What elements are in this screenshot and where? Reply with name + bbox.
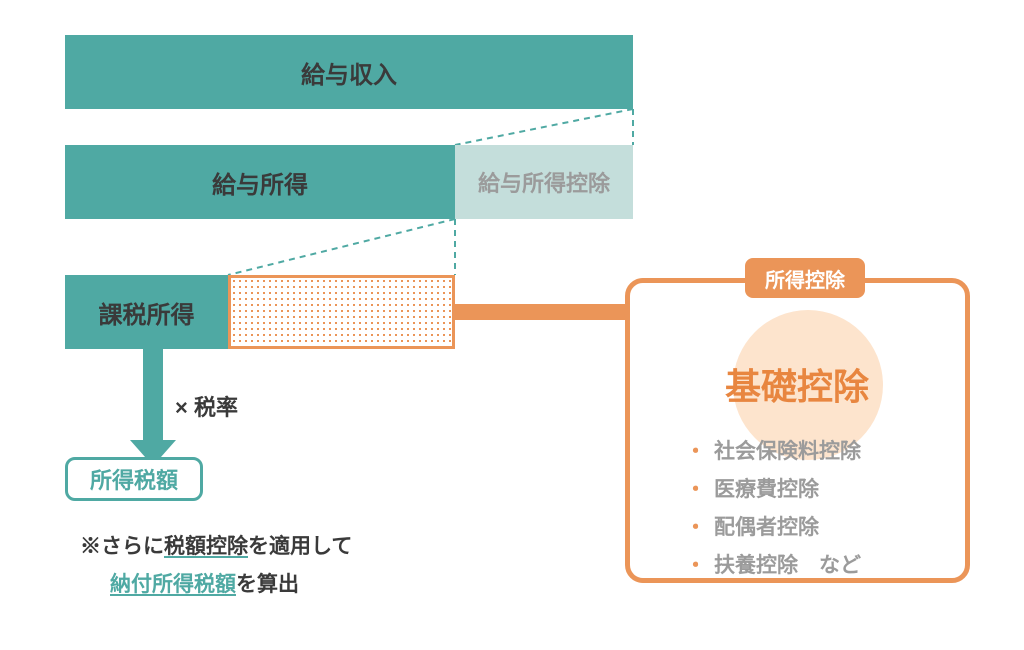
deduction-list-item: ・配偶者控除	[685, 511, 861, 541]
bullet-icon: ・	[685, 473, 706, 503]
salary-earnings-label: 給与所得	[212, 165, 308, 200]
bullet-icon: ・	[685, 511, 706, 541]
salary-deduction-box: 給与所得控除	[455, 145, 633, 219]
salary-earnings-box: 給与所得	[65, 145, 455, 219]
deduction-list-item: ・医療費控除	[685, 473, 861, 503]
taxable-income-label: 課税所得	[99, 295, 195, 330]
callout-tab-label: 所得控除	[765, 264, 845, 293]
taxable-income-box: 課税所得	[65, 275, 228, 349]
income-tax-amount-label: 所得税額	[90, 463, 178, 495]
arrow-down-icon	[130, 349, 176, 466]
income-tax-amount-box: 所得税額	[65, 457, 203, 501]
footnote-line-1: ※さらに税額控除を適用して	[80, 530, 352, 560]
deduction-list: ・社会保険料控除・医療費控除・配偶者控除・扶養控除 など	[685, 435, 861, 583]
footnote-line-2: 納付所得税額を算出	[110, 568, 299, 598]
deduction-list-item: ・社会保険料控除	[685, 435, 861, 465]
income-deduction-callout: 基礎控除 ・社会保険料控除・医療費控除・配偶者控除・扶養控除 など	[625, 278, 970, 583]
tax-rate-label: × 税率	[175, 390, 238, 422]
income-deduction-placeholder	[228, 275, 455, 349]
bullet-icon: ・	[685, 549, 706, 579]
bullet-icon: ・	[685, 435, 706, 465]
deduction-list-item: ・扶養控除 など	[685, 549, 861, 579]
callout-tab: 所得控除	[745, 258, 865, 298]
basic-deduction-label: 基礎控除	[725, 358, 869, 410]
salary-income-label: 給与収入	[301, 55, 397, 90]
salary-income-box: 給与収入	[65, 35, 633, 109]
salary-deduction-label: 給与所得控除	[478, 166, 610, 198]
